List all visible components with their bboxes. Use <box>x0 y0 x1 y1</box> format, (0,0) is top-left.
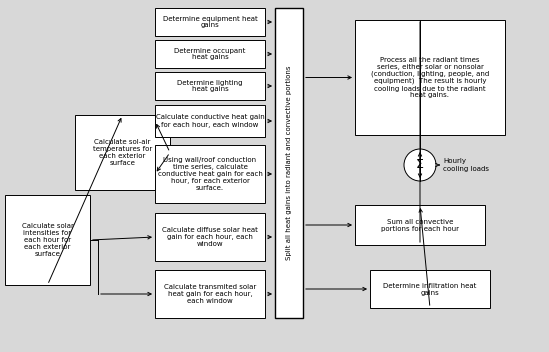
Text: Calculate transmited solar
heat gain for each hour,
each window: Calculate transmited solar heat gain for… <box>164 284 256 304</box>
Text: Determine equipment heat
gains: Determine equipment heat gains <box>163 15 257 29</box>
Text: Calculate solar
intensities for
each hour for
each exterior
surface: Calculate solar intensities for each hou… <box>21 223 74 257</box>
FancyBboxPatch shape <box>355 20 505 135</box>
FancyBboxPatch shape <box>155 72 265 100</box>
Text: Determine occupant
heat gains: Determine occupant heat gains <box>175 48 246 61</box>
FancyBboxPatch shape <box>155 40 265 68</box>
FancyBboxPatch shape <box>275 8 303 318</box>
FancyBboxPatch shape <box>370 270 490 308</box>
FancyBboxPatch shape <box>5 195 90 285</box>
Text: Calculate conductive heat gain
for each hour, each window: Calculate conductive heat gain for each … <box>155 114 265 127</box>
FancyBboxPatch shape <box>155 270 265 318</box>
Text: Split all heat gains into radiant and convective portions: Split all heat gains into radiant and co… <box>286 66 292 260</box>
Text: Using wall/roof conduction
time series, calculate
conductive heat gain for each
: Using wall/roof conduction time series, … <box>158 157 262 191</box>
Text: Determine infiltration heat
gains: Determine infiltration heat gains <box>383 283 477 295</box>
Text: $\Sigma$: $\Sigma$ <box>416 158 424 171</box>
FancyBboxPatch shape <box>75 115 170 190</box>
Text: Process all the radiant times
series, either solar or nonsolar
(conduction, ligh: Process all the radiant times series, ei… <box>371 57 489 99</box>
FancyBboxPatch shape <box>155 213 265 261</box>
Text: Hourly
cooling loads: Hourly cooling loads <box>443 158 489 171</box>
Text: Calculate sol-air
temperatures for
each exterior
surface: Calculate sol-air temperatures for each … <box>93 139 152 166</box>
FancyBboxPatch shape <box>355 205 485 245</box>
Circle shape <box>404 149 436 181</box>
Text: Determine lighting
heat gains: Determine lighting heat gains <box>177 80 243 93</box>
FancyBboxPatch shape <box>155 105 265 137</box>
Text: Calculate diffuse solar heat
gain for each hour, each
window: Calculate diffuse solar heat gain for ea… <box>162 227 258 247</box>
FancyBboxPatch shape <box>155 8 265 36</box>
Text: Sum all convective
portions for each hour: Sum all convective portions for each hou… <box>381 219 459 232</box>
FancyBboxPatch shape <box>155 145 265 203</box>
